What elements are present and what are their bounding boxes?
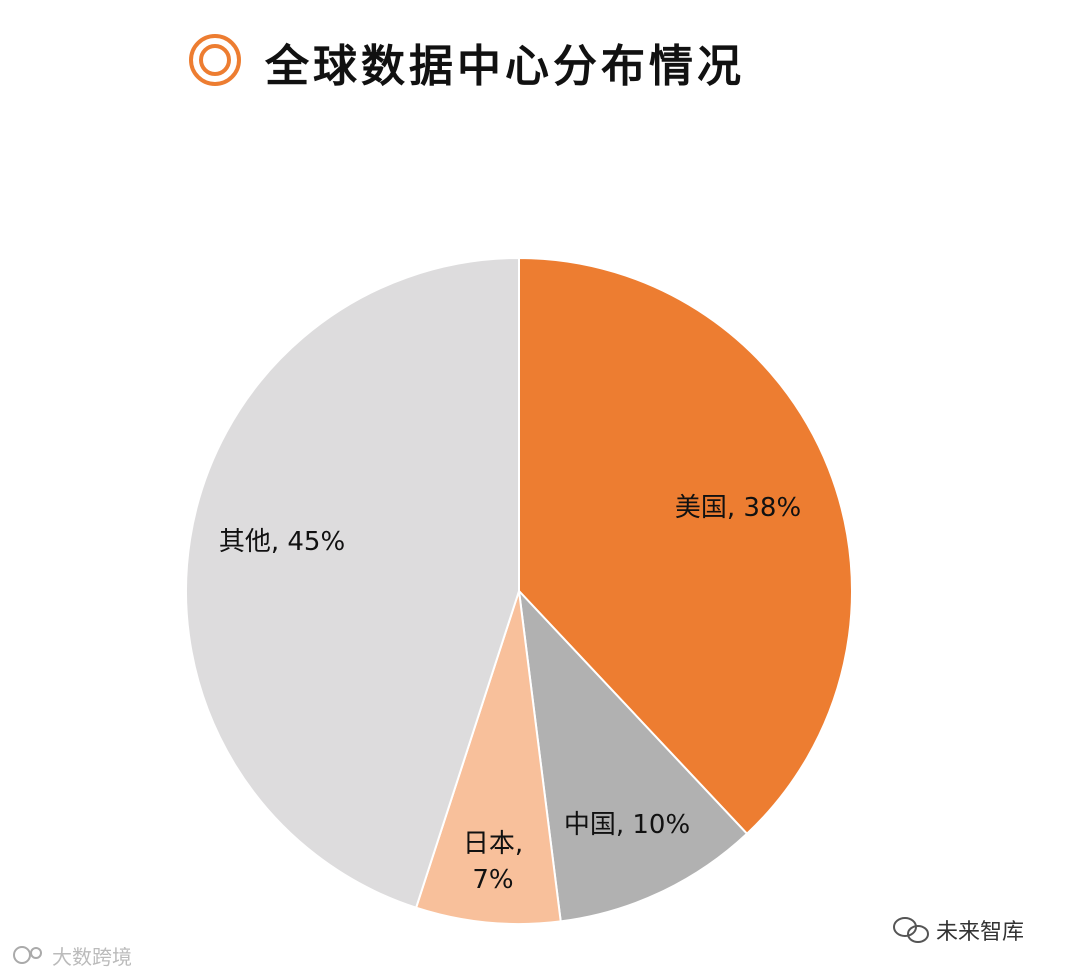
chart-title: 全球数据中心分布情况 xyxy=(265,41,745,92)
watermark: 大数跨境 xyxy=(52,945,132,969)
watermark: 未来智库 xyxy=(936,920,1025,945)
data-label: 美国, 38% xyxy=(674,493,802,523)
pie-slice xyxy=(517,588,749,923)
pie-slice xyxy=(414,590,562,925)
data-label: 日本, 7% xyxy=(462,829,524,895)
pie-slice xyxy=(518,256,853,836)
data-label: 其他, 45% xyxy=(218,527,346,557)
wechat-icon xyxy=(893,917,929,943)
data-label: 中国, 10% xyxy=(563,810,691,840)
title-icon xyxy=(189,34,241,86)
pie-slice xyxy=(185,256,520,909)
logo-icon xyxy=(13,946,42,964)
